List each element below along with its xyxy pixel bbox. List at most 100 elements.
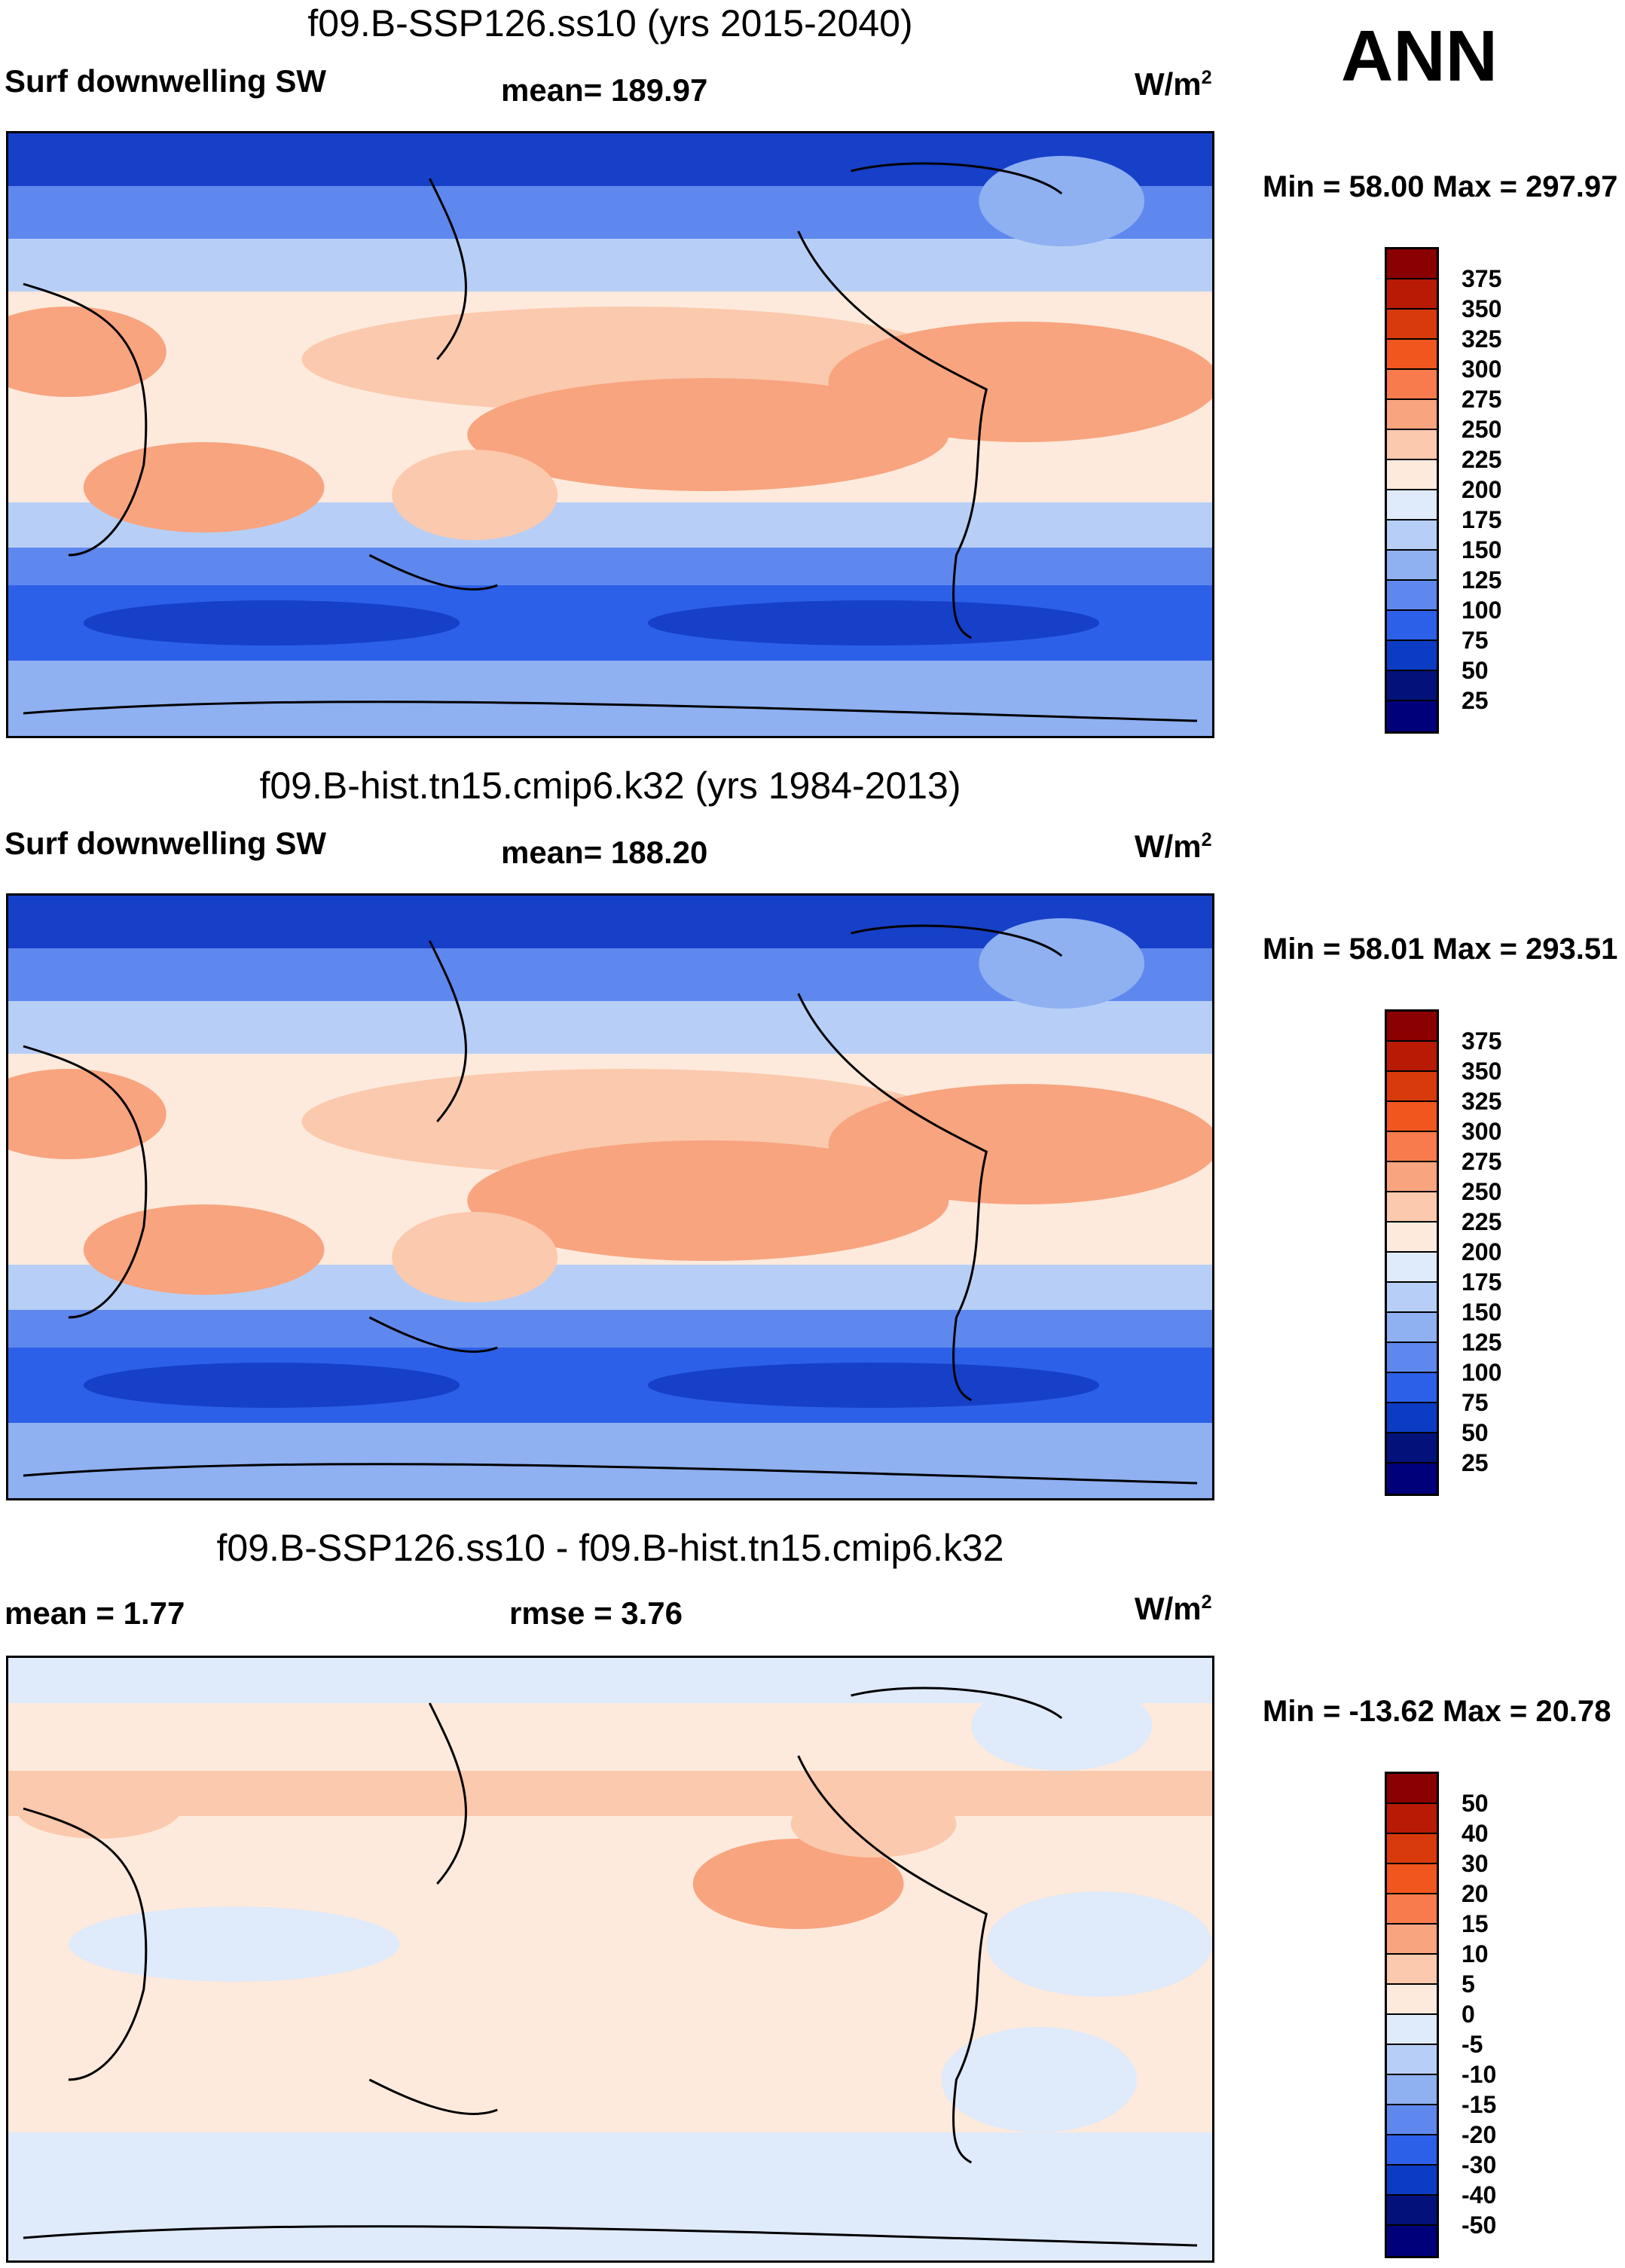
colorbar-tick: 300 [1462,356,1502,383]
colorbar-cell [1387,2015,1437,2045]
colorbar-cell [1387,1403,1437,1433]
colorbar-tick: 125 [1462,1329,1502,1356]
colorbar-tick: -5 [1462,2031,1483,2058]
colorbar-cell [1387,430,1437,460]
colorbar-cell [1387,641,1437,671]
colorbar-tick: 175 [1462,506,1502,533]
colorbar-tick: -15 [1462,2091,1497,2118]
colorbar-cell [1387,1834,1437,1864]
colorbar-cell [1387,671,1437,701]
panel-1-title: f09.B-SSP126.ss10 (yrs 2015-2040) [307,2,913,44]
panel-2-minmax: Min = 58.01 Max = 293.51 [1263,933,1618,966]
panel-2-mean-label: mean= 188.20 [501,835,708,870]
colorbar-cell [1387,2105,1437,2135]
panel-2-map [6,893,1214,1500]
colorbar-cell [1387,1313,1437,1343]
panel-3-title: f09.B-SSP126.ss10 - f09.B-hist.tn15.cmip… [216,1527,1004,1569]
colorbar-tick: 375 [1462,1027,1502,1055]
colorbar-tick: 20 [1462,1880,1489,1907]
colorbar-tick: -40 [1462,2181,1497,2208]
colorbar-cell [1387,701,1437,731]
colorbar-tick: 325 [1462,325,1502,353]
colorbar-cell [1387,1343,1437,1373]
panel-1-units: W/m2 [1135,66,1212,102]
colorbar-cell [1387,1985,1437,2015]
panel-1-field [8,133,1212,736]
colorbar-tick: 100 [1462,1359,1502,1386]
colorbar-tick: 40 [1462,1820,1489,1847]
panel-2-title: f09.B-hist.tn15.cmip6.k32 (yrs 1984-2013… [259,765,961,807]
colorbar-cell [1387,490,1437,520]
panel-3-colorbar [1385,1772,1439,2258]
colorbar-cell [1387,1102,1437,1132]
colorbar-cell [1387,1804,1437,1834]
colorbar-cell [1387,1373,1437,1403]
colorbar-tick: 25 [1462,687,1489,714]
colorbar-tick: 30 [1462,1850,1489,1877]
colorbar-tick: 150 [1462,1299,1502,1326]
colorbar-tick: -20 [1462,2121,1497,2148]
colorbar-tick: 225 [1462,1208,1502,1235]
colorbar-tick: 350 [1462,1058,1502,1085]
colorbar-cell [1387,1464,1437,1494]
colorbar-cell [1387,551,1437,581]
colorbar-cell [1387,2135,1437,2166]
colorbar-tick: 15 [1462,1910,1489,1937]
colorbar-cell [1387,1433,1437,1464]
colorbar-tick: 100 [1462,597,1502,624]
colorbar-tick: -10 [1462,2061,1497,2088]
panel-2-field [8,896,1212,1498]
colorbar-tick: 275 [1462,1148,1502,1175]
colorbar-tick: 75 [1462,627,1489,654]
colorbar-tick: 175 [1462,1268,1502,1296]
colorbar-cell [1387,1012,1437,1042]
colorbar-tick: 0 [1462,2001,1475,2028]
colorbar-tick: 50 [1462,1790,1489,1817]
colorbar-cell [1387,2226,1437,2256]
colorbar-cell [1387,2166,1437,2196]
colorbar-cell [1387,1072,1437,1102]
panel-1-variable-label: Surf downwelling SW [5,63,326,99]
panel-3-mean-label: mean = 1.77 [5,1595,185,1631]
colorbar-cell [1387,2075,1437,2105]
colorbar-cell [1387,1864,1437,1894]
colorbar-cell [1387,1132,1437,1162]
colorbar-tick: 200 [1462,1238,1502,1265]
colorbar-cell [1387,1283,1437,1313]
colorbar-cell [1387,460,1437,490]
panel-1-minmax: Min = 58.00 Max = 297.97 [1263,170,1618,203]
colorbar-tick: 125 [1462,566,1502,594]
season-label: ANN [1341,16,1498,96]
colorbar-cell [1387,1925,1437,1955]
colorbar-cell [1387,1894,1437,1925]
panel-3-units: W/m2 [1135,1591,1212,1626]
panel-3-minmax: Min = -13.62 Max = 20.78 [1263,1695,1611,1728]
colorbar-cell [1387,1253,1437,1283]
colorbar-tick: 275 [1462,386,1502,413]
colorbar-cell [1387,400,1437,430]
colorbar-cell [1387,249,1437,279]
colorbar-tick: 375 [1462,265,1502,292]
colorbar-tick: 75 [1462,1389,1489,1416]
colorbar-tick: 225 [1462,446,1502,473]
colorbar-cell [1387,370,1437,400]
colorbar-cell [1387,279,1437,310]
colorbar-cell [1387,1192,1437,1223]
panel-2-variable-label: Surf downwelling SW [5,826,326,861]
panel-3-field [8,1658,1212,2260]
colorbar-tick: 10 [1462,1940,1489,1967]
panel-3-map [6,1656,1214,2263]
colorbar-tick: 50 [1462,1419,1489,1446]
colorbar-cell [1387,310,1437,340]
panel-1-colorbar [1385,247,1439,734]
colorbar-tick: 50 [1462,657,1489,684]
colorbar-cell [1387,2196,1437,2226]
colorbar-tick: -30 [1462,2151,1497,2178]
colorbar-tick: 250 [1462,416,1502,443]
colorbar-cell [1387,581,1437,611]
panel-1-map [6,131,1214,738]
colorbar-cell [1387,340,1437,370]
colorbar-tick: 25 [1462,1449,1489,1476]
panel-2-colorbar [1385,1009,1439,1496]
colorbar-cell [1387,520,1437,551]
